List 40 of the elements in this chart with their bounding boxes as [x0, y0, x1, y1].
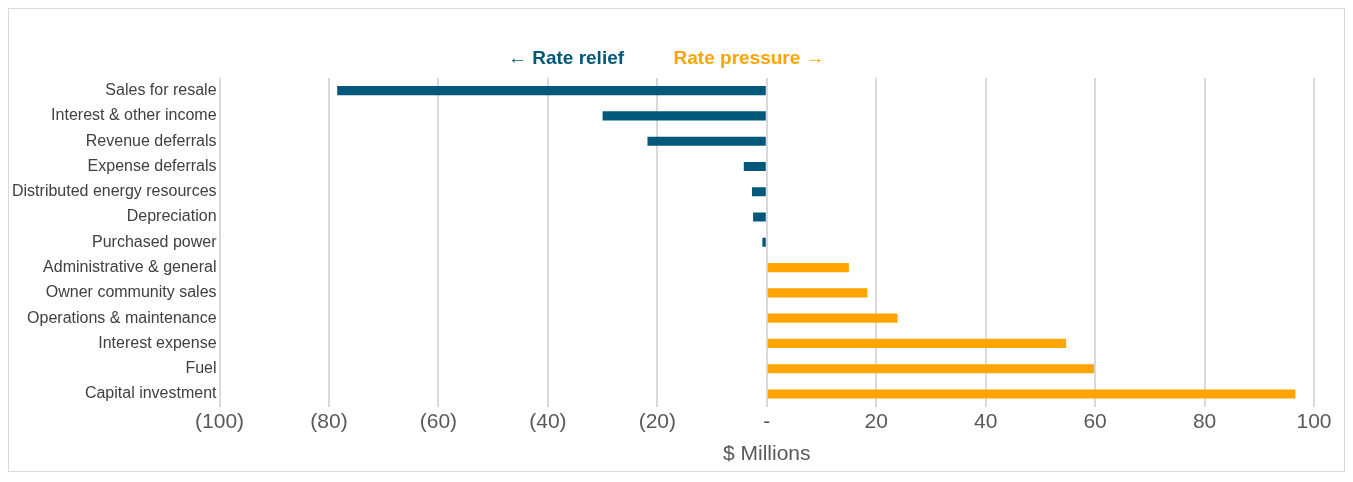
y-tick-label: Distributed energy resources	[11, 182, 217, 200]
y-tick-label: Interest expense	[98, 333, 217, 351]
y-tick-label: Expense deferrals	[87, 156, 217, 174]
bar	[767, 313, 898, 323]
x-tick-label: (60)	[419, 409, 458, 432]
bar	[602, 111, 766, 121]
x-tick-label: 80	[1192, 409, 1217, 432]
x-tick-label: (40)	[529, 409, 567, 432]
x-axis-title: $ Millions	[723, 441, 811, 465]
y-tick-label: Owner community sales	[45, 283, 217, 301]
series-label: ← Rate relief	[507, 46, 625, 68]
bar	[751, 187, 766, 197]
x-tick-label: (80)	[310, 409, 348, 432]
x-tick-label: 100	[1296, 409, 1332, 432]
y-tick-label: Interest & other income	[51, 106, 217, 124]
bar	[743, 161, 766, 172]
bar	[767, 389, 1296, 399]
bar	[762, 237, 766, 247]
bar	[753, 212, 766, 222]
y-tick-label: Depreciation	[126, 207, 217, 225]
y-tick-label: Administrative & general	[43, 257, 217, 275]
bar	[767, 288, 868, 298]
y-tick-label: Revenue deferrals	[85, 131, 217, 149]
y-tick-label: Fuel	[185, 359, 217, 377]
x-tick-label: 40	[973, 409, 998, 432]
x-tick-label: (20)	[638, 409, 676, 432]
x-tick-label: 20	[864, 409, 888, 432]
y-tick-label: Sales for resale	[105, 81, 217, 99]
bar	[767, 364, 1095, 374]
bar	[767, 263, 849, 273]
y-tick-label: Capital investment	[84, 384, 218, 402]
x-tick-label: -	[763, 409, 771, 432]
x-tick-label: (100)	[195, 409, 245, 432]
bar	[337, 86, 766, 96]
x-tick-label: 60	[1083, 409, 1107, 432]
y-tick-label: Purchased power	[92, 232, 218, 250]
bar	[647, 136, 766, 146]
y-tick-label: Operations & maintenance	[27, 308, 217, 326]
text: Rate pressure →	[673, 46, 825, 68]
bar	[767, 338, 1067, 348]
